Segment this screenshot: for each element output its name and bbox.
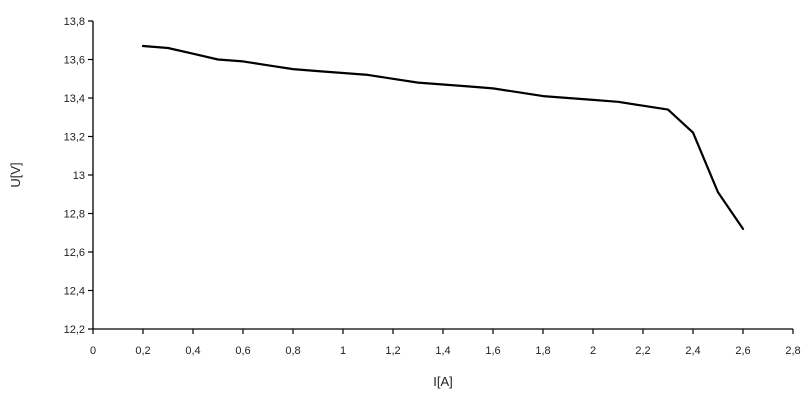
data-point xyxy=(442,83,444,86)
y-ticks: 12,2 12,4 12,6 12,8 13 13,2 13,4 13,6 13,8 xyxy=(64,16,93,336)
data-point xyxy=(692,131,694,134)
x-tick-label: 2,8 xyxy=(785,345,800,357)
x-tick-label: 2 xyxy=(590,345,596,357)
data-point xyxy=(642,104,644,107)
data-point xyxy=(367,74,369,76)
y-tick-label: 12,8 xyxy=(64,209,85,221)
y-tick-label: 13 xyxy=(73,170,85,182)
x-tick-label: 2,6 xyxy=(735,345,750,357)
data-point xyxy=(617,101,619,103)
data-point xyxy=(267,64,269,67)
data-point xyxy=(717,191,719,194)
data-point xyxy=(142,45,144,47)
y-tick-label: 13,4 xyxy=(64,93,85,105)
data-point xyxy=(217,58,219,61)
y-tick-label: 13,2 xyxy=(64,132,85,144)
x-tick-label: 0,8 xyxy=(285,345,300,357)
data-point xyxy=(317,70,319,72)
data-point xyxy=(292,68,294,70)
y-axis-label: U[V] xyxy=(8,162,23,187)
x-tick-label: 1,2 xyxy=(385,345,400,357)
data-point xyxy=(167,47,169,49)
y-tick-label: 12,2 xyxy=(64,324,85,336)
data-point xyxy=(342,72,344,74)
data-point xyxy=(417,81,419,84)
data-point xyxy=(592,99,594,101)
series-line xyxy=(141,44,745,230)
data-point xyxy=(492,87,494,90)
x-tick-label: 1,6 xyxy=(485,345,500,357)
data-point xyxy=(567,97,569,99)
x-tick-label: 1,8 xyxy=(535,345,550,357)
x-ticks: 0 0,2 0,4 0,6 0,8 1 1,2 1,4 1,6 1,8 2 2,2 2,4 2,6 2,8 xyxy=(90,329,801,357)
y-tick-label: 12,6 xyxy=(64,247,85,259)
series-layer xyxy=(141,44,745,230)
y-tick-label: 12,4 xyxy=(64,286,85,298)
data-point xyxy=(242,60,244,63)
x-tick-label: 1,4 xyxy=(435,345,450,357)
data-point xyxy=(542,95,544,97)
x-tick-label: 0,2 xyxy=(135,345,150,357)
y-tick-label: 13,6 xyxy=(64,55,85,67)
x-tick-label: 2,4 xyxy=(685,345,700,357)
data-point xyxy=(192,52,194,55)
data-point xyxy=(392,77,394,80)
data-point xyxy=(517,91,519,94)
data-point xyxy=(467,85,469,88)
x-tick-label: 2,2 xyxy=(635,345,650,357)
x-axis-label: I[A] xyxy=(433,374,453,389)
data-point xyxy=(742,228,744,230)
x-tick-label: 0,6 xyxy=(235,345,250,357)
data-point xyxy=(667,108,669,111)
x-tick-label: 1 xyxy=(340,345,346,357)
y-tick-label: 13,8 xyxy=(64,16,85,28)
x-tick-label: 0 xyxy=(90,345,96,357)
x-tick-label: 0,4 xyxy=(185,345,200,357)
